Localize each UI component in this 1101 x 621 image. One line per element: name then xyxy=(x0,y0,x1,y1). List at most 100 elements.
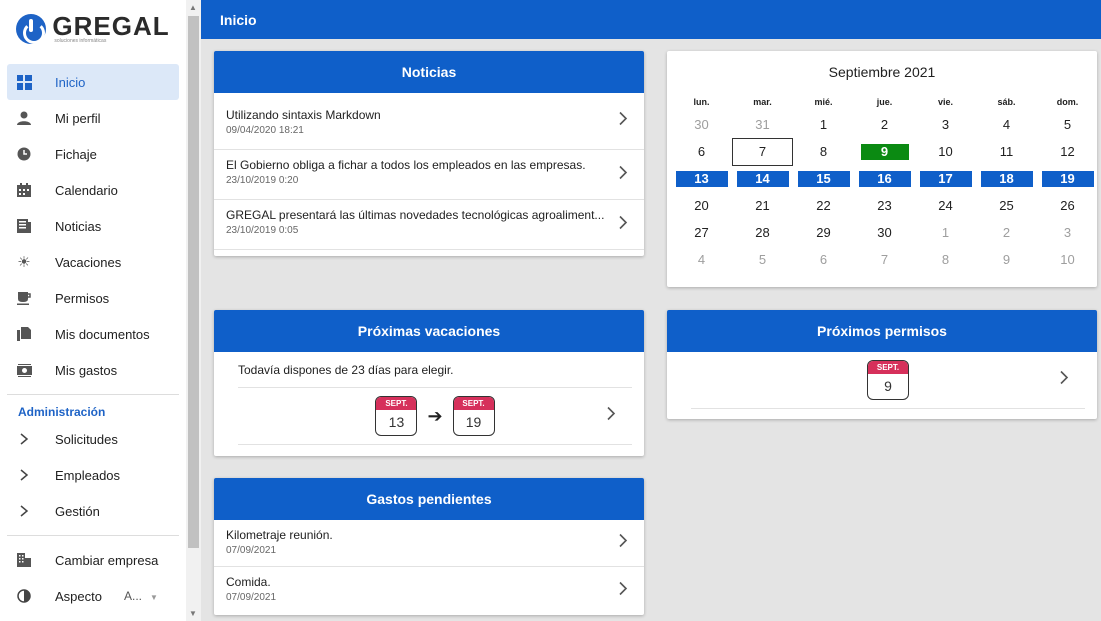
calendar-day[interactable]: 23 xyxy=(854,192,915,219)
sidebar-item-mi-perfil[interactable]: Mi perfil xyxy=(0,100,186,136)
sidebar-item-aspecto[interactable]: Aspecto A... ▼ xyxy=(0,578,186,614)
calendar-day[interactable]: 8 xyxy=(915,246,976,273)
chevron-right-icon xyxy=(618,533,628,554)
calendar-day[interactable]: 6 xyxy=(793,246,854,273)
calendar-day[interactable]: 10 xyxy=(915,138,976,165)
aspect-select[interactable]: A... ▼ xyxy=(124,589,158,603)
sidebar-item-label: Vacaciones xyxy=(55,254,122,270)
calendar-day[interactable]: 17 xyxy=(915,165,976,192)
sidebar-item-solicitudes[interactable]: Solicitudes xyxy=(0,421,186,457)
calendar-day[interactable]: 31 xyxy=(732,111,793,138)
calendar-day[interactable]: 12 xyxy=(1037,138,1098,165)
logo[interactable]: GREGAL soluciones informáticas xyxy=(0,0,186,58)
calendar-day[interactable]: 2 xyxy=(976,219,1037,246)
contrast-icon xyxy=(16,588,32,604)
calendar-day[interactable]: 27 xyxy=(671,219,732,246)
calendar-day[interactable]: 28 xyxy=(732,219,793,246)
calendar-day[interactable]: 15 xyxy=(793,165,854,192)
calendar-day[interactable]: 18 xyxy=(976,165,1037,192)
vacations-card-title: Próximas vacaciones xyxy=(214,310,644,352)
sidebar-item-fichaje[interactable]: Fichaje xyxy=(0,136,186,172)
sidebar-item-vacaciones[interactable]: ☀ Vacaciones xyxy=(0,244,186,280)
calendar-day[interactable]: 11 xyxy=(976,138,1037,165)
calendar-day[interactable]: 26 xyxy=(1037,192,1098,219)
calendar-day[interactable]: 14 xyxy=(732,165,793,192)
sidebar-item-label: Calendario xyxy=(55,182,118,198)
expense-item-title: Comida. xyxy=(226,575,271,589)
calendar-day[interactable]: 19 xyxy=(1037,165,1098,192)
scroll-down-icon[interactable]: ▼ xyxy=(189,609,197,618)
calendar-day[interactable]: 13 xyxy=(671,165,732,192)
expense-item[interactable]: Kilometraje reunión. 07/09/2021 xyxy=(214,520,644,567)
calendar-day-number: 1 xyxy=(819,116,828,132)
expense-item-date: 07/09/2021 xyxy=(226,592,277,603)
sidebar-item-label: Mis gastos xyxy=(55,362,118,378)
sidebar-item-inicio[interactable]: Inicio xyxy=(7,64,179,100)
calendar-day-number: 24 xyxy=(938,197,953,213)
news-item[interactable]: GREGAL presentará las últimas novedades … xyxy=(214,200,644,250)
calendar-day[interactable]: 25 xyxy=(976,192,1037,219)
sidebar-item-empleados[interactable]: Empleados xyxy=(0,457,186,493)
sidebar-item-cambiar-empresa[interactable]: Cambiar empresa xyxy=(0,542,186,578)
calendar-day[interactable]: 16 xyxy=(854,165,915,192)
calendar-day[interactable]: 1 xyxy=(793,111,854,138)
calendar-day-number: 7 xyxy=(880,251,889,267)
sidebar-scrollbar[interactable]: ▲ ▼ xyxy=(186,0,201,621)
badge-day: 9 xyxy=(884,378,892,394)
calendar-day[interactable]: 21 xyxy=(732,192,793,219)
calendar-day[interactable]: 8 xyxy=(793,138,854,165)
calendar-day[interactable]: 20 xyxy=(671,192,732,219)
sidebar-item-calendario[interactable]: Calendario xyxy=(0,172,186,208)
calendar-month-title: Septiembre 2021 xyxy=(828,64,936,80)
sidebar-item-noticias[interactable]: Noticias xyxy=(0,208,186,244)
sidebar-item-gestion[interactable]: Gestión xyxy=(0,493,186,529)
calendar-day-number: 4 xyxy=(697,251,706,267)
sidebar-item-label: Aspecto xyxy=(55,588,102,604)
calendar-day[interactable]: 3 xyxy=(915,111,976,138)
arrow-right-icon: ➔ xyxy=(427,405,443,426)
weekday-header: vie. xyxy=(937,97,953,107)
vacation-range[interactable]: SEPT. 13 ➔ SEPT. 19 xyxy=(238,387,632,445)
calendar-day[interactable]: 30 xyxy=(671,111,732,138)
news-item-title: GREGAL presentará las últimas novedades … xyxy=(226,208,605,222)
calendar-day-number: 20 xyxy=(694,197,709,213)
calendar-day[interactable]: 2 xyxy=(854,111,915,138)
news-icon xyxy=(16,218,32,234)
news-item-title: El Gobierno obliga a fichar a todos los … xyxy=(226,158,586,172)
calendar-day[interactable]: 4 xyxy=(671,246,732,273)
scrollbar-thumb[interactable] xyxy=(188,16,199,548)
news-item[interactable]: Utilizando sintaxis Markdown 09/04/2020 … xyxy=(214,93,644,150)
sidebar-item-mis-gastos[interactable]: Mis gastos xyxy=(0,352,186,388)
chevron-right-icon xyxy=(618,164,628,185)
calendar-day[interactable]: 1 xyxy=(915,219,976,246)
calendar-day[interactable]: 3 xyxy=(1037,219,1098,246)
calendar-day[interactable]: 4 xyxy=(976,111,1037,138)
sidebar-item-permisos[interactable]: Permisos xyxy=(0,280,186,316)
news-item[interactable]: El Gobierno obliga a fichar a todos los … xyxy=(214,150,644,200)
chevron-right-icon xyxy=(16,431,32,447)
permit-item[interactable]: SEPT. 9 xyxy=(691,352,1085,409)
calendar-day[interactable]: 7 xyxy=(854,246,915,273)
scroll-up-icon[interactable]: ▲ xyxy=(189,3,197,12)
calendar-day[interactable]: 22 xyxy=(793,192,854,219)
calendar-day[interactable]: 9 xyxy=(854,138,915,165)
calendar-day[interactable]: 10 xyxy=(1037,246,1098,273)
calendar-day[interactable]: 24 xyxy=(915,192,976,219)
calendar-day[interactable]: 5 xyxy=(1037,111,1098,138)
expense-item-date: 07/09/2021 xyxy=(226,545,277,556)
chevron-right-icon xyxy=(16,467,32,483)
calendar-day[interactable]: 30 xyxy=(854,219,915,246)
calendar-day[interactable]: 29 xyxy=(793,219,854,246)
sidebar-item-mis-documentos[interactable]: Mis documentos xyxy=(0,316,186,352)
calendar-day-number: 2 xyxy=(1002,224,1011,240)
calendar-day-number: 13 xyxy=(675,170,728,187)
caret-down-icon: ▼ xyxy=(150,593,158,602)
news-item-date: 09/04/2020 18:21 xyxy=(226,125,304,136)
calendar-day[interactable]: 9 xyxy=(976,246,1037,273)
expense-item[interactable]: Comida. 07/09/2021 xyxy=(214,567,644,614)
calendar-day[interactable]: 5 xyxy=(732,246,793,273)
calendar-day[interactable]: 7 xyxy=(732,137,793,166)
sidebar-item-label: Noticias xyxy=(55,218,102,234)
calendar-day[interactable]: 6 xyxy=(671,138,732,165)
badge-month: SEPT. xyxy=(453,397,494,410)
